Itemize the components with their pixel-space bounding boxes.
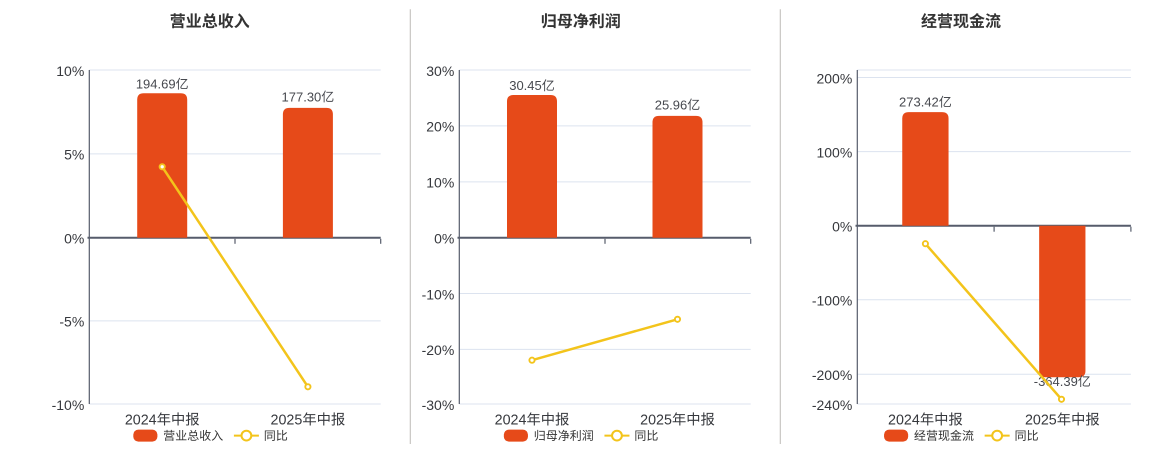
svg-text:5%: 5% [64, 147, 84, 163]
svg-text:194.69: 194.69 [136, 77, 176, 92]
svg-text:0%: 0% [832, 219, 852, 235]
svg-text:2025: 2025 [640, 412, 672, 428]
svg-text:-5%: -5% [59, 314, 84, 330]
svg-text:10%: 10% [56, 63, 84, 79]
svg-text:2024: 2024 [125, 412, 157, 428]
svg-text:177.30: 177.30 [282, 89, 322, 104]
svg-text:-240%: -240% [812, 397, 852, 413]
svg-text:30%: 30% [426, 63, 454, 79]
svg-text:10%: 10% [426, 175, 454, 191]
svg-text:-100%: -100% [812, 293, 852, 309]
svg-text:-200%: -200% [812, 367, 852, 383]
svg-text:0%: 0% [64, 231, 84, 247]
svg-text:2024: 2024 [495, 412, 527, 428]
svg-text:-10%: -10% [52, 397, 85, 413]
svg-text:2024: 2024 [888, 412, 920, 428]
svg-text:-10%: -10% [422, 286, 455, 302]
svg-text:30.45: 30.45 [509, 78, 542, 93]
svg-text:25.96: 25.96 [655, 97, 688, 112]
svg-text:2025: 2025 [1025, 412, 1057, 428]
svg-text:20%: 20% [426, 119, 454, 135]
svg-text:-364.39: -364.39 [1034, 374, 1078, 389]
svg-text:-20%: -20% [422, 342, 455, 358]
svg-text:200%: 200% [816, 70, 852, 86]
svg-text:100%: 100% [816, 144, 852, 160]
svg-text:-30%: -30% [422, 397, 455, 413]
svg-text:0%: 0% [434, 231, 454, 247]
svg-text:2025: 2025 [271, 412, 303, 428]
svg-text:273.42: 273.42 [899, 95, 939, 110]
